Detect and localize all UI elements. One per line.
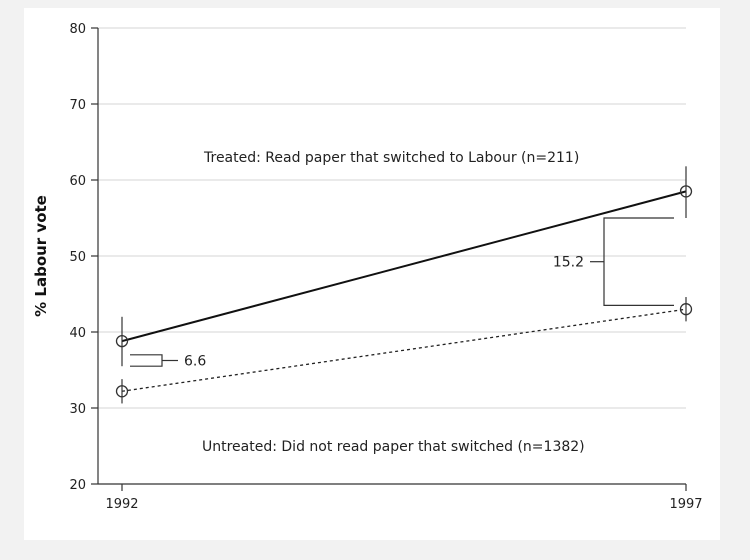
- series-label-treated: Treated: Read paper that switched to Lab…: [203, 150, 579, 166]
- y-tick-label-30: 30: [69, 402, 86, 417]
- axes: [91, 27, 687, 491]
- x-tick-label-1992: 1992: [105, 497, 138, 512]
- bracket-label-1997: 15.2: [553, 255, 584, 271]
- data-point-0-0: [115, 334, 129, 348]
- series-line-0: [121, 190, 687, 343]
- series-line-1: [121, 308, 687, 392]
- y-tick-label-80: 80: [69, 22, 86, 37]
- bracket-1992: [130, 354, 163, 367]
- series-group: [115, 166, 693, 404]
- grid-lines: [98, 27, 686, 485]
- y-tick-label-50: 50: [69, 250, 86, 265]
- bracket-1997: [603, 217, 674, 306]
- data-point-1-1: [679, 303, 693, 316]
- data-point-1-0: [115, 385, 129, 398]
- series-label-untreated: Untreated: Did not read paper that switc…: [202, 439, 585, 455]
- bracket-label-1992: 6.6: [184, 354, 206, 370]
- y-axis-label: % Labour vote: [32, 195, 50, 317]
- y-tick-label-20: 20: [69, 478, 86, 493]
- tick-labels: 20 30 40 50 60 70 80 1992 1997: [69, 22, 702, 512]
- difference-brackets: 6.6 15.2: [130, 217, 674, 370]
- y-tick-label-60: 60: [69, 174, 86, 189]
- y-tick-label-40: 40: [69, 326, 86, 341]
- line-chart: 20 30 40 50 60 70 80 1992 1997 6.6 15.2 % Labour …: [32, 22, 703, 512]
- x-tick-label-1997: 1997: [669, 497, 702, 512]
- data-point-0-1: [679, 185, 693, 198]
- y-tick-label-70: 70: [69, 98, 86, 113]
- chart-frame: 20 30 40 50 60 70 80 1992 1997 6.6 15.2 % Labour …: [24, 8, 720, 540]
